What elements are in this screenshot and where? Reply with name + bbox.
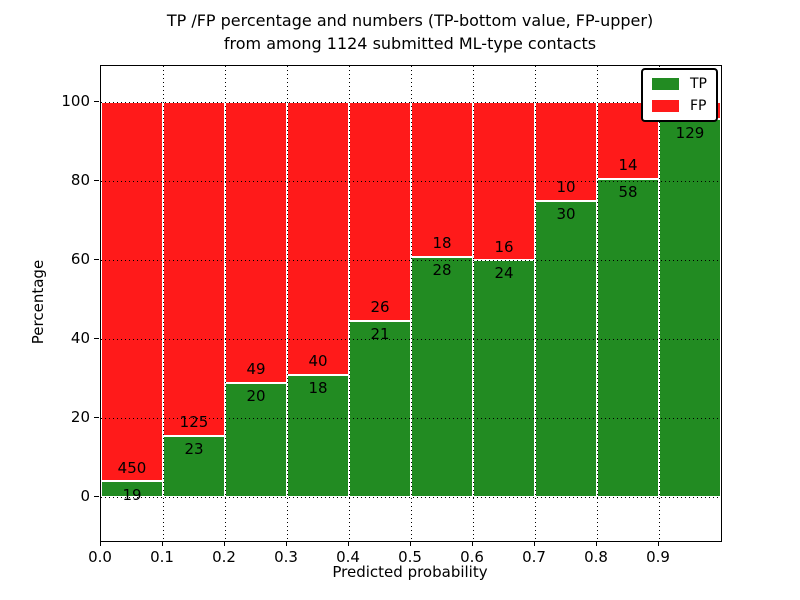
gridline-x-0.1 (163, 66, 164, 541)
x-tick-label: 0.7 (522, 548, 546, 566)
bar-segment-fp-0.1 (163, 101, 225, 436)
chart-title: TP /FP percentage and numbers (TP-bottom… (100, 9, 720, 55)
y-tick (94, 417, 99, 419)
legend-swatch-fp (652, 100, 679, 112)
bar-count-label-tp: 20 (246, 387, 266, 406)
bar-count-label-fp: 49 (246, 360, 266, 379)
x-tick-label: 0.3 (274, 548, 298, 566)
x-tick-label: 0.4 (336, 548, 360, 566)
x-tick-label: 0.5 (398, 548, 422, 566)
y-tick-label: 60 (70, 249, 90, 268)
bar-count-label-tp: 23 (184, 440, 204, 459)
bar-count-label-tp: 58 (618, 183, 638, 202)
x-tick (224, 541, 225, 546)
bar-segment-fp-0.2 (225, 101, 287, 383)
bar-count-label-fp: 16 (494, 237, 514, 256)
x-tick-label: 0.1 (150, 548, 174, 566)
x-axis-label: Predicted probability (332, 563, 488, 581)
x-tick (658, 541, 659, 546)
y-tick-label: 40 (70, 329, 90, 348)
gridline-x-0.7 (535, 66, 536, 541)
bar-count-label-tp: 21 (370, 325, 390, 344)
bar-count-label-tp: 129 (675, 123, 705, 142)
legend-swatch-tp (652, 78, 679, 90)
y-axis-label: Percentage (29, 259, 47, 345)
legend-item-fp: FP (652, 99, 707, 113)
bar-count-label-fp: 10 (556, 178, 576, 197)
chart-title-line1: TP /FP percentage and numbers (TP-bottom… (166, 11, 654, 30)
gridline-x-0.4 (349, 66, 350, 541)
gridline-x-0.9 (659, 66, 660, 541)
gridline-x-0.3 (287, 66, 288, 541)
bar-count-label-fp: 40 (308, 352, 328, 371)
legend-label-tp: TP (690, 76, 707, 92)
bar-segment-fp-0.7 (535, 101, 597, 201)
chart-title-line2: from among 1124 submitted ML-type contac… (223, 34, 597, 53)
x-tick-label: 0.9 (646, 548, 670, 566)
legend-item-tp: TP (652, 77, 707, 91)
x-tick (286, 541, 287, 546)
bar-segment-tp-0.0 (101, 481, 163, 498)
x-tick (162, 541, 163, 546)
y-tick (94, 338, 99, 340)
bar-segment-fp-0.0 (101, 101, 163, 482)
x-tick-label: 0.6 (460, 548, 484, 566)
gridline-x-0.2 (225, 66, 226, 541)
x-tick-label: 0.0 (88, 548, 112, 566)
bar-count-label-fp: 14 (618, 156, 638, 175)
bar-segment-tp-0.6 (473, 259, 535, 498)
x-tick (534, 541, 535, 546)
bar-segment-tp-0.9 (659, 119, 721, 498)
y-tick (94, 258, 99, 260)
y-tick-label: 0 (80, 487, 90, 506)
bar-segment-tp-0.1 (163, 435, 225, 498)
y-tick-label: 20 (70, 408, 90, 427)
bar-count-label-fp: 450 (117, 458, 147, 477)
y-tick-label: 80 (70, 170, 90, 189)
bar-count-label-tp: 24 (494, 264, 514, 283)
bar-count-label-fp: 18 (432, 234, 452, 253)
x-tick (100, 541, 101, 546)
bar-segment-tp-0.8 (597, 178, 659, 498)
legend: TP FP (641, 68, 718, 122)
x-tick (348, 541, 349, 546)
x-tick-label: 0.2 (212, 548, 236, 566)
bar-count-label-fp: 26 (370, 298, 390, 317)
bar-segment-fp-0.3 (287, 101, 349, 375)
x-tick (410, 541, 411, 546)
bar-count-label-tp: 30 (556, 205, 576, 224)
legend-label-fp: FP (690, 98, 707, 114)
bar-count-label-tp: 28 (432, 260, 452, 279)
bar-count-label-tp: 19 (122, 485, 142, 504)
bar-count-label-fp: 125 (179, 413, 209, 432)
gridline-x-0.5 (411, 66, 412, 541)
bar-segment-tp-0.4 (349, 320, 411, 498)
y-tick-label: 100 (61, 91, 90, 110)
x-tick-label: 0.8 (584, 548, 608, 566)
y-tick (94, 179, 99, 181)
y-tick (94, 100, 99, 102)
bar-segment-fp-0.4 (349, 101, 411, 321)
bar-segment-tp-0.7 (535, 200, 597, 498)
x-tick (472, 541, 473, 546)
plot-area: 450 19 125 23 49 20 40 18 26 21 18 28 16 24 10 30 14 58 12… (100, 65, 722, 542)
x-tick (596, 541, 597, 546)
bar-segment-tp-0.5 (411, 256, 473, 498)
bar-count-label-tp: 18 (308, 379, 328, 398)
y-tick (94, 496, 99, 498)
gridline-x-0.6 (473, 66, 474, 541)
gridline-x-0.8 (597, 66, 598, 541)
